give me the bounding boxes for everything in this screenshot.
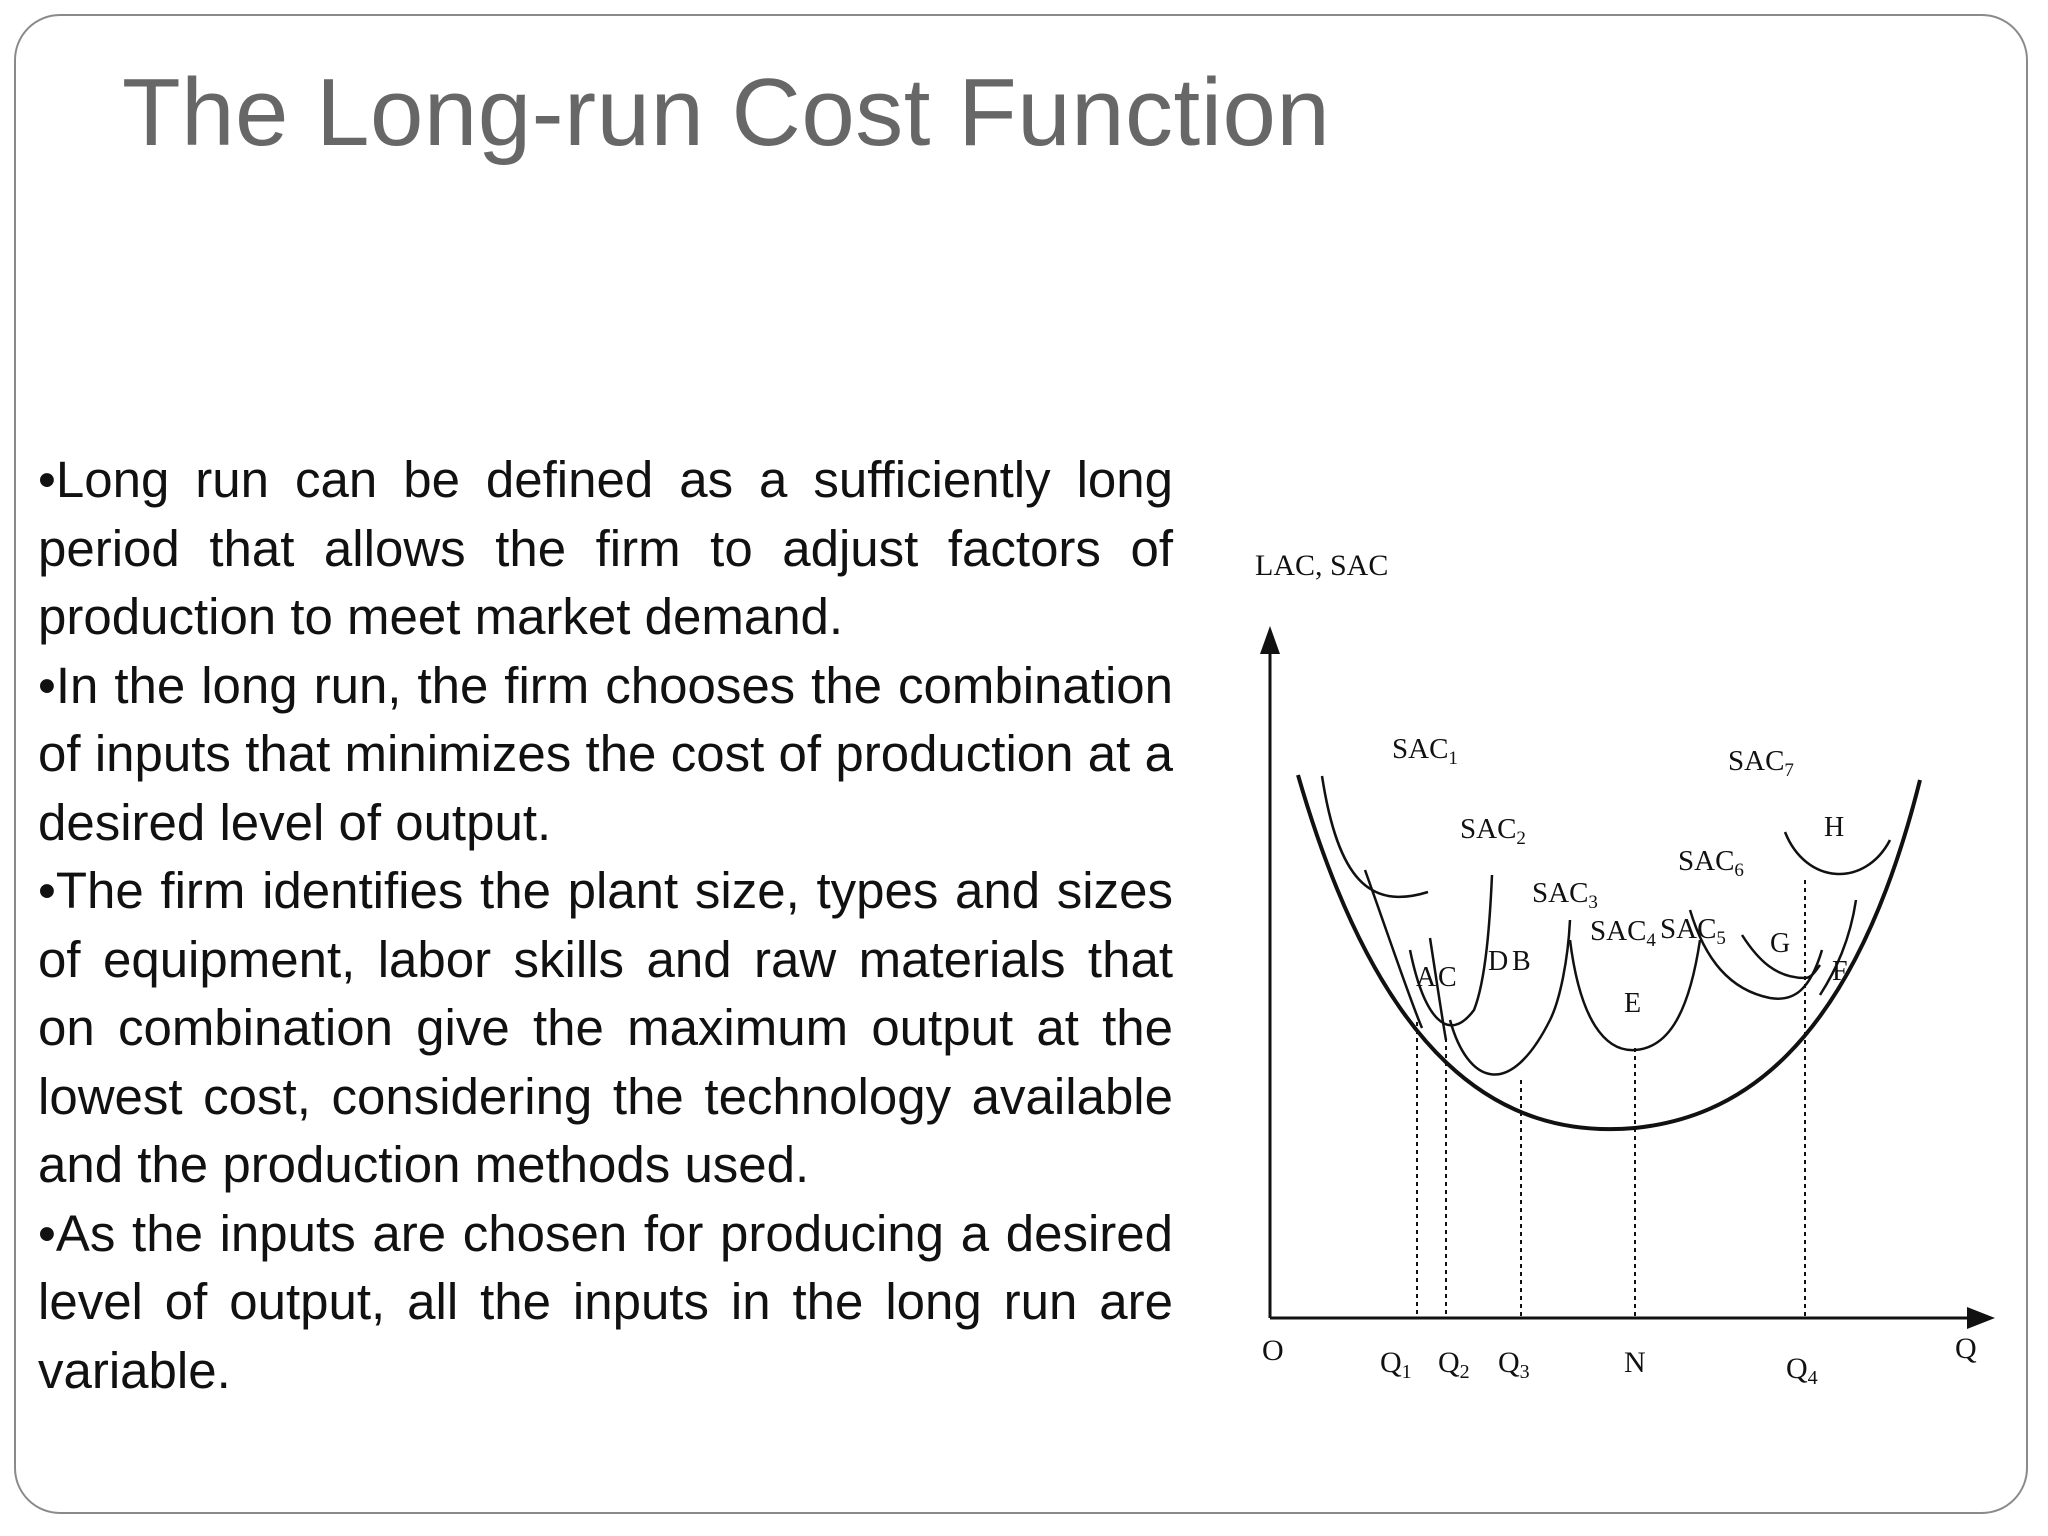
point-h: H [1824, 812, 1844, 843]
tick-q3: Q3 [1498, 1346, 1530, 1383]
slide-frame [14, 14, 2028, 1514]
bullet-long-run-definition: •Long run can be defined as a sufficient… [38, 451, 1173, 645]
point-a: A [1416, 962, 1437, 993]
slide-body: •Long run can be defined as a sufficient… [38, 446, 1173, 1405]
point-d: D [1488, 946, 1508, 977]
sac4-curve [1568, 939, 1702, 1052]
sac1-lower-branch [1363, 869, 1424, 1029]
x-axis-arrowhead [1967, 1307, 1995, 1329]
sac7-right-branch [1818, 899, 1858, 996]
sac2-curve [1408, 874, 1494, 1027]
label-sac2: SAC2 [1460, 813, 1526, 849]
label-sac1: SAC1 [1392, 733, 1458, 769]
y-axis-label: LAC, SAC [1255, 549, 1388, 582]
tick-n: N [1624, 1346, 1646, 1379]
tick-q2: Q2 [1438, 1346, 1470, 1383]
point-c: C [1438, 962, 1457, 993]
point-f: F [1832, 956, 1848, 987]
label-sac6: SAC6 [1678, 845, 1744, 881]
label-sac5: SAC5 [1660, 913, 1726, 949]
sac2-left-branch [1428, 937, 1448, 1041]
origin-label: O [1262, 1334, 1284, 1367]
label-sac4: SAC4 [1590, 915, 1656, 951]
label-sac3: SAC3 [1532, 877, 1598, 913]
bullet-input-combination: •In the long run, the firm chooses the c… [38, 656, 1173, 851]
sac5-curve [1688, 909, 1824, 1000]
point-b: B [1512, 946, 1531, 977]
sac6-curve [1740, 934, 1821, 980]
sac3-curve [1448, 919, 1572, 1076]
x-axis-label: Q [1955, 1332, 1977, 1365]
bullet-inputs-variable: •As the inputs are chosen for producing … [38, 1204, 1173, 1399]
lac-curve [1296, 774, 1922, 1132]
y-axis-arrowhead [1260, 626, 1280, 654]
point-e: E [1624, 988, 1641, 1019]
tick-q4: Q4 [1786, 1352, 1818, 1389]
label-sac7: SAC7 [1728, 745, 1794, 781]
sac7-curve [1783, 831, 1892, 876]
point-g: G [1770, 928, 1790, 959]
slide-title: The Long-run Cost Function [122, 59, 1331, 166]
bullet-plant-size: •The firm identifies the plant size, typ… [38, 862, 1173, 1193]
tick-q1: Q1 [1380, 1346, 1412, 1383]
sac1-curve [1320, 775, 1429, 899]
long-run-cost-diagram: LAC, SAC O Q Q1 Q2 Q3 N Q4 SAC1 SAC2 SAC… [1255, 549, 1995, 1389]
